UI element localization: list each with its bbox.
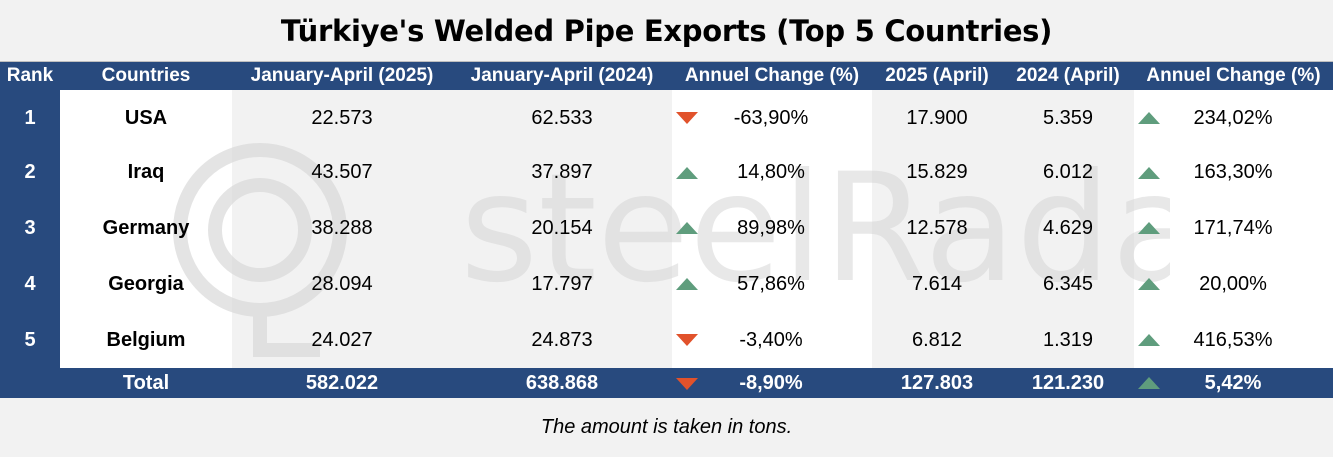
- jan-apr-2025-cell: 28.094: [311, 272, 373, 295]
- title-divider: [0, 61, 1333, 62]
- header-jan-apr-2024: January-April (2024): [470, 65, 654, 86]
- annual-change-1-cell: 89,98%: [737, 216, 805, 239]
- down-triangle-icon: [676, 334, 698, 346]
- rank-column: [0, 90, 60, 368]
- april-2024-cell: 4.629: [1042, 216, 1094, 239]
- up-triangle-icon: [676, 278, 698, 290]
- rank-cell: 3: [24, 216, 36, 239]
- annual-change-1-cell: 57,86%: [737, 272, 805, 295]
- jan-apr-2024-cell: 20.154: [531, 216, 593, 239]
- april-2025-cell: 7.614: [911, 272, 963, 295]
- up-triangle-icon: [1138, 278, 1160, 290]
- annual-change-1-cell: 14,80%: [737, 161, 805, 183]
- header-rank: Rank: [6, 65, 54, 86]
- rank-cell: 1: [24, 106, 36, 129]
- country-cell: Germany: [102, 216, 190, 239]
- header-april-2025: 2025 (April): [885, 65, 989, 86]
- total-row: Total 582.022 638.868 -8,90% 127.803 121…: [0, 368, 1333, 398]
- annual-change-2-cell: 20,00%: [1199, 272, 1267, 295]
- total-label: Total: [122, 371, 170, 394]
- annual-change-2-cell: 234,02%: [1193, 106, 1273, 129]
- header-annual-change-2: Annuel Change (%): [1146, 65, 1321, 86]
- total-april-2025: 127.803: [900, 371, 974, 394]
- april-2025-cell: 12.578: [906, 216, 968, 239]
- total-april-2024: 121.230: [1031, 371, 1105, 394]
- country-cell: Iraq: [127, 161, 165, 183]
- annual-change-1-cell: -3,40%: [739, 328, 803, 351]
- april-2024-cell: 6.012: [1042, 161, 1094, 183]
- country-cell: Belgium: [106, 328, 186, 351]
- up-triangle-icon: [1138, 112, 1160, 124]
- april-2025-cell: 6.812: [911, 328, 963, 351]
- country-cell: USA: [124, 106, 168, 129]
- down-triangle-icon: [676, 378, 698, 390]
- down-triangle-icon: [676, 112, 698, 124]
- header-jan-apr-2025: January-April (2025): [250, 65, 434, 86]
- up-triangle-icon: [1138, 166, 1160, 179]
- april-band: [872, 90, 1134, 368]
- jan-apr-2024-cell: 17.797: [531, 272, 593, 295]
- total-jan-apr-2025: 582.022: [305, 371, 379, 394]
- jan-apr-2025-cell: 24.027: [311, 328, 373, 351]
- annual-change-2-cell: 416,53%: [1193, 328, 1273, 351]
- april-2025-cell: 17.900: [906, 106, 968, 129]
- country-cell: Georgia: [108, 272, 184, 295]
- rank-cell: 2: [24, 161, 36, 183]
- up-triangle-icon: [1138, 334, 1160, 346]
- annual-change-2-cell: 171,74%: [1193, 216, 1273, 239]
- april-2024-cell: 6.345: [1042, 272, 1094, 295]
- header-april-2024: 2024 (April): [1016, 65, 1120, 86]
- change2-band: [1134, 90, 1333, 368]
- change1-band: [672, 90, 872, 368]
- rank-cell: 4: [24, 272, 36, 295]
- april-2024-cell: 1.319: [1042, 328, 1094, 351]
- total-change-1: -8,90%: [739, 371, 803, 394]
- jan-apr-2025-cell: 43.507: [311, 161, 373, 183]
- annual-change-1-cell: -63,90%: [733, 106, 809, 129]
- up-triangle-icon: [676, 222, 698, 234]
- jan-apr-2024-cell: 37.897: [531, 161, 593, 183]
- table-header: Rank Countries January-April (2025) Janu…: [0, 62, 1333, 90]
- annual-change-2-cell: 163,30%: [1193, 161, 1273, 183]
- up-triangle-icon: [676, 166, 698, 179]
- footnote: The amount is taken in tons.: [540, 416, 793, 438]
- page-title: Türkiye's Welded Pipe Exports (Top 5 Cou…: [0, 0, 1333, 61]
- header-annual-change-1: Annuel Change (%): [684, 65, 860, 86]
- jan-apr-2025-cell: 22.573: [311, 106, 373, 129]
- up-triangle-icon: [1138, 222, 1160, 234]
- april-2025-cell: 15.829: [906, 161, 968, 183]
- jan-apr-2025-cell: 38.288: [311, 216, 373, 239]
- rank-cell: 5: [24, 328, 36, 351]
- total-change-2: 5,42%: [1204, 371, 1262, 394]
- jan-apr-2024-cell: 24.873: [531, 328, 593, 351]
- total-jan-apr-2024: 638.868: [525, 371, 599, 394]
- up-triangle-icon: [1138, 377, 1160, 389]
- header-countries: Countries: [101, 65, 191, 86]
- jan-apr-2024-cell: 62.533: [531, 106, 593, 129]
- april-2024-cell: 5.359: [1042, 106, 1094, 129]
